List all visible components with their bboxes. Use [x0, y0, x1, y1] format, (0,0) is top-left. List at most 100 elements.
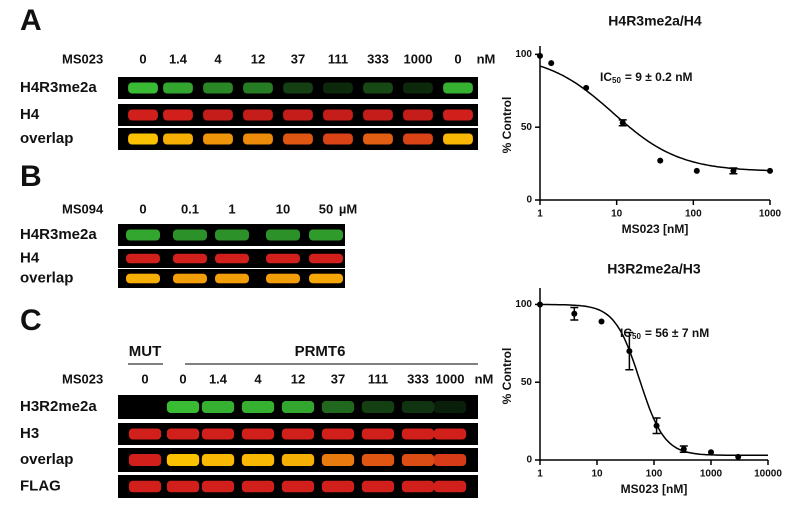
chart-title: H4R3me2a/H4 — [608, 13, 702, 29]
dose-label: 0 — [179, 371, 186, 386]
band — [443, 109, 473, 121]
compound-label: MS023 — [62, 51, 103, 66]
band-base — [323, 133, 353, 145]
band — [241, 428, 275, 440]
band — [166, 428, 200, 440]
dose-label: 12 — [251, 51, 265, 66]
x-tick-label: 10 — [591, 469, 603, 480]
row-label: overlap — [20, 269, 73, 286]
band — [433, 454, 467, 466]
band — [283, 82, 313, 94]
x-axis-label: MS023 [nM] — [621, 482, 688, 496]
group-label: MUT — [129, 343, 162, 360]
band-base — [361, 454, 395, 466]
dose-label: 37 — [331, 371, 345, 386]
band — [215, 273, 249, 284]
data-point — [537, 52, 543, 59]
band — [128, 109, 158, 121]
dose-label: 37 — [291, 51, 305, 66]
dose-label: 12 — [291, 371, 305, 386]
band — [128, 480, 162, 493]
band — [281, 428, 315, 440]
band — [241, 480, 275, 493]
y-tick-label: 0 — [526, 455, 532, 466]
annotation-prefix: IC — [600, 70, 612, 84]
row-label: H4 — [20, 249, 40, 266]
band — [403, 133, 433, 145]
band — [433, 428, 467, 440]
x-axis-label: MS023 [nM] — [622, 222, 689, 236]
band — [403, 109, 433, 121]
dose-label: 4 — [254, 371, 262, 386]
data-point — [767, 167, 773, 174]
band-base — [403, 133, 433, 145]
x-tick-label: 100 — [646, 469, 663, 480]
chart-title: H3R2me2a/H3 — [607, 261, 701, 277]
band — [363, 133, 393, 145]
band — [361, 428, 395, 440]
band — [363, 109, 393, 121]
band — [201, 454, 235, 466]
data-point — [583, 84, 590, 91]
unit-label: nM — [477, 51, 496, 66]
y-tick-label: 100 — [515, 299, 532, 310]
dose-label: 1.4 — [169, 51, 188, 66]
data-point — [626, 348, 633, 355]
band — [363, 82, 393, 94]
data-point — [598, 318, 605, 325]
band — [443, 82, 473, 94]
band-base — [401, 454, 435, 466]
row-label: H4R3me2a — [20, 226, 97, 243]
axes — [539, 46, 770, 201]
band — [173, 253, 207, 264]
band — [266, 273, 300, 284]
dose-label: 333 — [407, 371, 429, 386]
band — [163, 109, 193, 121]
dose-label: 1.4 — [209, 371, 228, 386]
band-base — [433, 454, 467, 466]
dose-label: 0 — [139, 51, 146, 66]
band — [215, 253, 249, 264]
annotation-prefix: IC — [620, 326, 632, 340]
band-base — [363, 133, 393, 145]
dose-label: 111 — [368, 371, 388, 386]
dose-label: 1000 — [436, 371, 465, 386]
annotation-sub: 50 — [612, 76, 621, 85]
band — [323, 82, 353, 94]
dose-label: 4 — [214, 51, 222, 66]
band — [266, 253, 300, 264]
band — [361, 480, 395, 493]
x-tick-label: 1000 — [700, 469, 723, 480]
y-tick-label: 50 — [521, 122, 533, 133]
band — [173, 229, 207, 241]
unit-label: nM — [475, 371, 494, 386]
dose-label: 111 — [328, 51, 348, 66]
band — [241, 401, 275, 413]
row-label: H4 — [20, 106, 40, 123]
dose-label: 0 — [139, 201, 146, 216]
band — [215, 229, 249, 241]
x-tick-label: 100 — [685, 209, 702, 220]
data-point — [571, 310, 578, 317]
band — [321, 401, 355, 413]
band — [163, 82, 193, 94]
row-label: H4R3me2a — [20, 79, 97, 96]
band — [401, 480, 435, 493]
compound-label: MS023 — [62, 371, 103, 386]
band — [309, 229, 343, 241]
compound-label: MS094 — [62, 201, 104, 216]
band — [201, 401, 235, 413]
band — [403, 82, 433, 94]
band — [433, 480, 467, 493]
band — [323, 109, 353, 121]
band — [321, 454, 355, 466]
annotation-text: = 9 ± 0.2 nM — [625, 70, 693, 84]
dose-label: 10 — [276, 201, 290, 216]
row-label: overlap — [20, 130, 73, 147]
band — [243, 109, 273, 121]
band — [401, 401, 435, 413]
annotation: IC50 = 9 ± 0.2 nM — [600, 70, 693, 85]
data-point — [653, 422, 660, 429]
band — [166, 480, 200, 493]
